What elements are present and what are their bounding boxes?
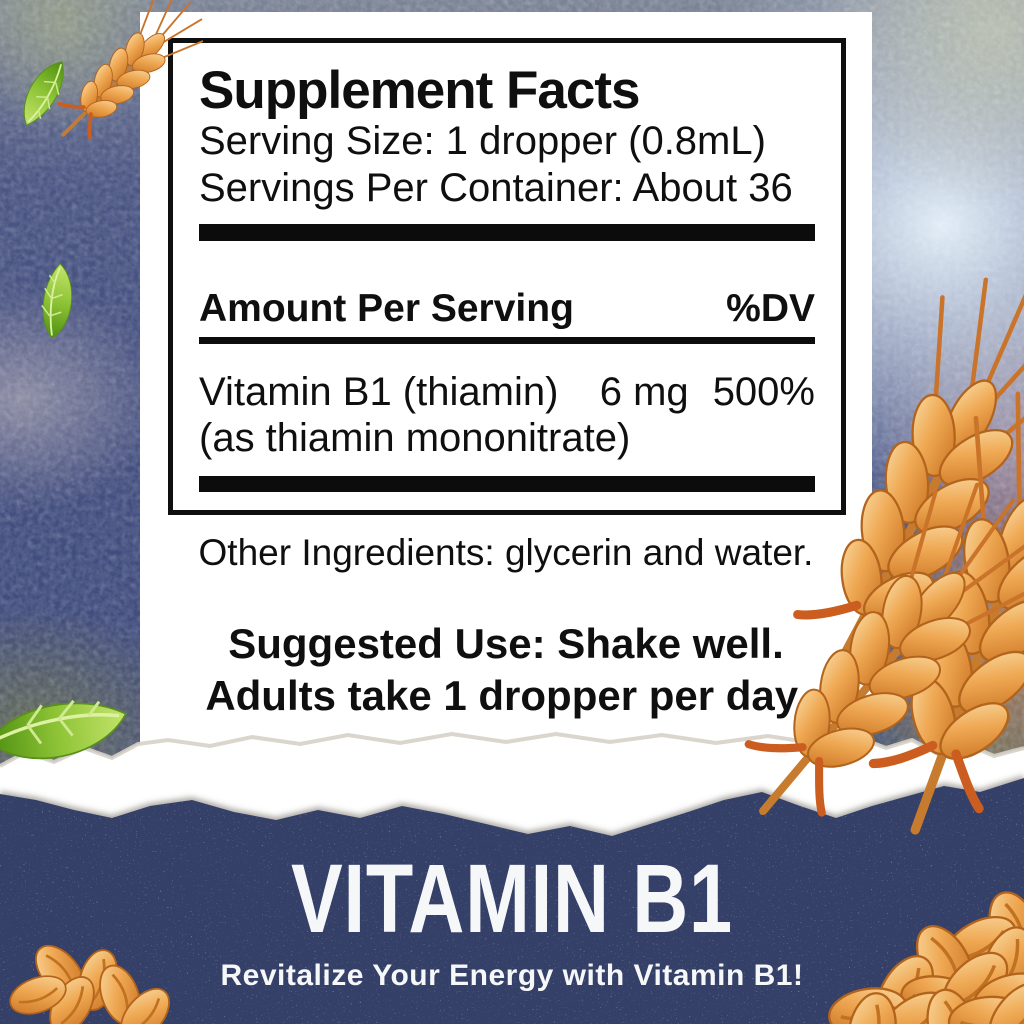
banner: VITAMIN B1 Revitalize Your Energy with V… bbox=[0, 850, 1024, 993]
product-name: VITAMIN B1 bbox=[291, 844, 733, 953]
label-card: Supplement Facts Serving Size: 1 dropper… bbox=[140, 12, 872, 764]
nutrient-daily-value: 500% bbox=[712, 369, 815, 414]
leaf-bottom-left-icon bbox=[0, 693, 132, 766]
other-ingredients-line: Other Ingredients: glycerin and water. bbox=[198, 532, 814, 573]
nutrient-amount: 6 mg bbox=[599, 369, 689, 414]
tagline: Revitalize Your Energy with Vitamin B1! bbox=[220, 959, 804, 992]
leaf-mid-left-icon bbox=[34, 260, 81, 342]
amount-per-serving-header: Amount Per Serving bbox=[199, 286, 574, 330]
facts-title: Supplement Facts bbox=[199, 61, 640, 120]
supplement-facts-panel: Supplement Facts Serving Size: 1 dropper… bbox=[168, 38, 846, 515]
nutrient-row: Vitamin B1 (thiamin) 6 mg 500% bbox=[199, 370, 815, 415]
divider-rule bbox=[199, 336, 815, 344]
serving-size-line: Serving Size: 1 dropper (0.8mL) bbox=[199, 119, 766, 164]
divider-bar-thick-bottom bbox=[199, 475, 815, 492]
divider-bar-thick bbox=[199, 223, 815, 241]
suggested-use-line1: Suggested Use: Shake well. bbox=[228, 620, 784, 667]
nutrient-source-line: (as thiamin mononitrate) bbox=[199, 415, 631, 460]
suggested-use-block: Suggested Use: Shake well. Adults take 1… bbox=[140, 618, 872, 722]
servings-per-container-line: Servings Per Container: About 36 bbox=[199, 165, 793, 210]
amount-header-row: Amount Per Serving %DV bbox=[199, 287, 815, 331]
nutrient-name: Vitamin B1 (thiamin) bbox=[199, 369, 559, 414]
leaf-top-left-icon bbox=[10, 54, 77, 132]
daily-value-header: %DV bbox=[726, 286, 815, 330]
suggested-use-line2: Adults take 1 dropper per day. bbox=[205, 672, 807, 720]
